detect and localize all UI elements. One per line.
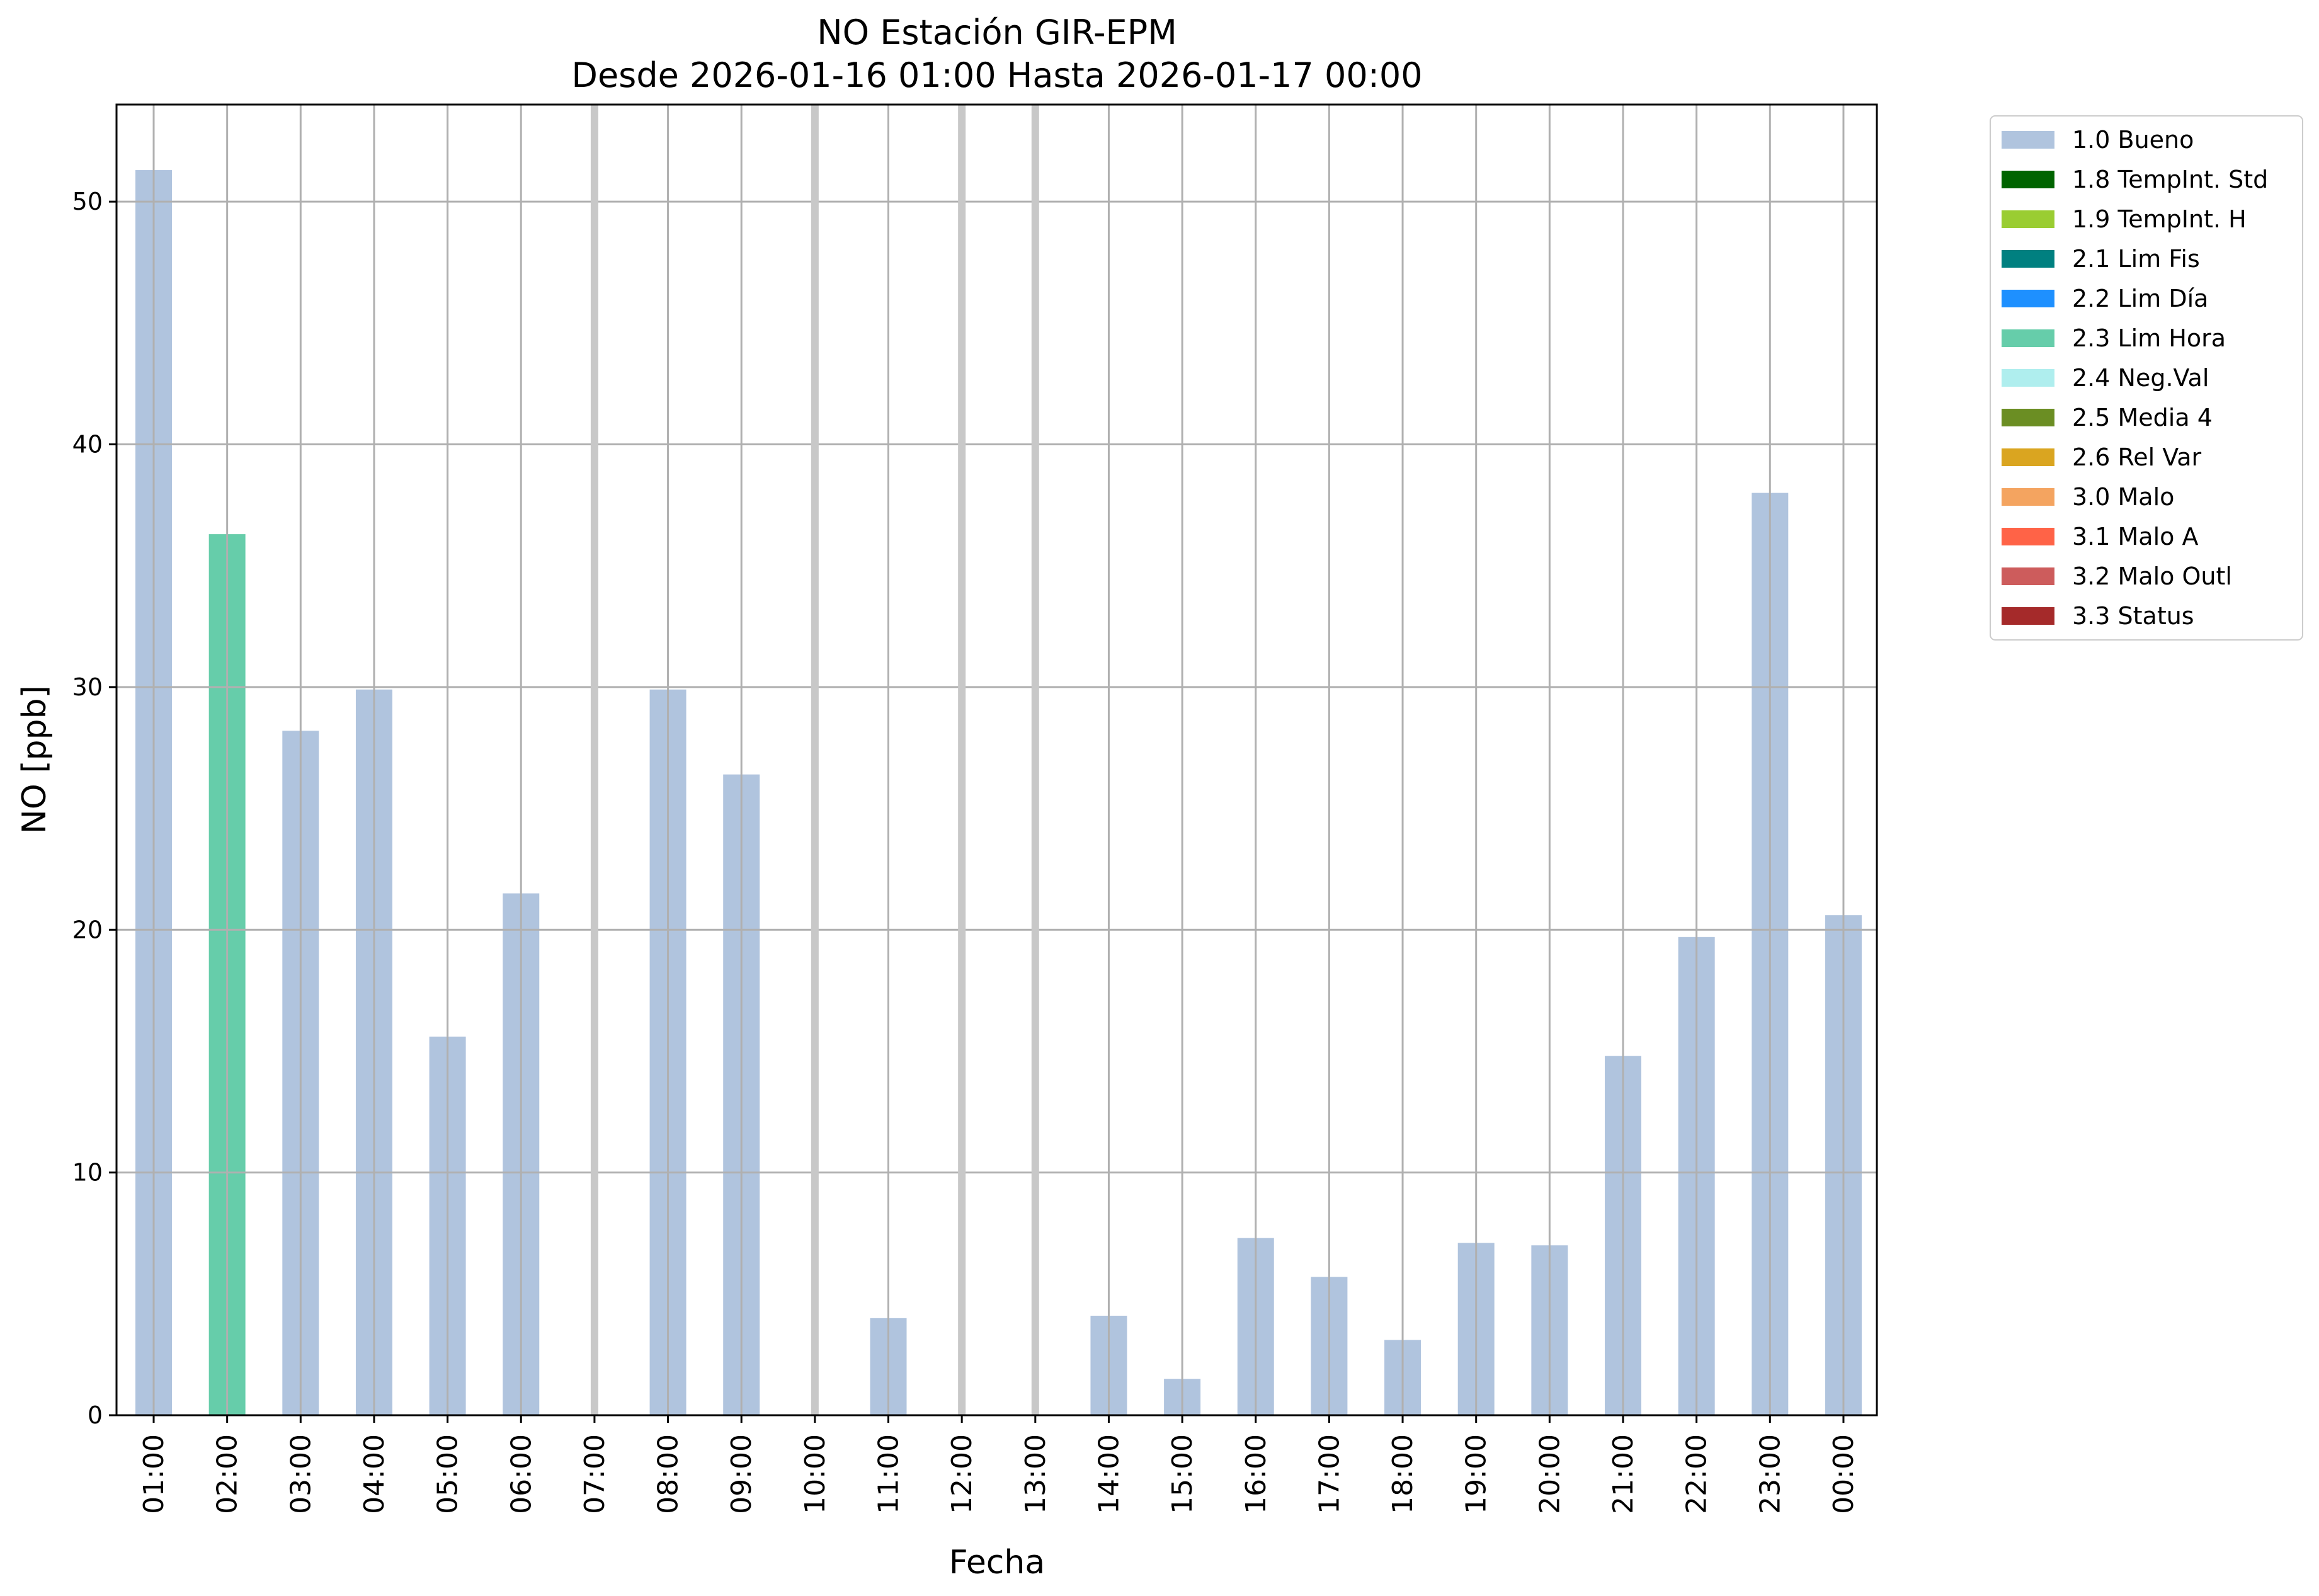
y-tick-label: 50: [72, 188, 103, 215]
legend-label: 2.5 Media 4: [2072, 404, 2213, 431]
legend-box: [1990, 115, 2303, 641]
x-tick-label: 03:00: [285, 1434, 317, 1514]
x-tick-label: 21:00: [1607, 1434, 1639, 1514]
x-tick-label: 13:00: [1020, 1434, 1052, 1514]
legend-swatch: [2002, 210, 2054, 228]
chart-title-line-2: Desde 2026-01-16 01:00 Hasta 2026-01-17 …: [571, 55, 1422, 95]
legend-swatch: [2002, 488, 2054, 506]
legend-swatch: [2002, 448, 2054, 466]
y-tick-label: 10: [72, 1159, 103, 1187]
missing-data-markers: [590, 105, 1039, 1415]
x-tick-label: 04:00: [358, 1434, 390, 1514]
legend: 1.0 Bueno 1.8 TempInt. Std 1.9 TempInt. H 2…: [1990, 115, 2303, 641]
x-tick-label: 22:00: [1681, 1434, 1713, 1514]
legend-label: 3.3 Status: [2072, 602, 2194, 630]
y-axis-ticks: 0 10 20 30 40 50: [72, 188, 117, 1429]
legend-label: 2.2 Lim Día: [2072, 285, 2208, 312]
legend-label: 3.2 Malo Outl: [2072, 562, 2232, 590]
x-tick-label: 15:00: [1166, 1434, 1199, 1514]
x-tick-label: 01:00: [138, 1434, 170, 1514]
legend-label: 2.1 Lim Fis: [2072, 245, 2200, 273]
x-tick-label: 06:00: [505, 1434, 537, 1514]
legend-label: 3.0 Malo: [2072, 483, 2174, 511]
legend-swatch: [2002, 250, 2054, 268]
x-tick-label: 14:00: [1093, 1434, 1125, 1514]
y-tick-label: 30: [72, 673, 103, 701]
x-tick-label: 20:00: [1534, 1434, 1566, 1514]
legend-label: 3.1 Malo A: [2072, 523, 2198, 550]
missing-data-marker: [1031, 105, 1039, 1415]
missing-data-marker: [811, 105, 819, 1415]
y-tick-label: 40: [72, 431, 103, 459]
bars: [135, 170, 1862, 1416]
legend-swatch: [2002, 290, 2054, 307]
legend-swatch: [2002, 369, 2054, 387]
legend-swatch: [2002, 171, 2054, 188]
x-tick-label: 11:00: [873, 1434, 905, 1514]
x-tick-label: 16:00: [1240, 1434, 1272, 1514]
x-tick-label: 07:00: [579, 1434, 611, 1514]
legend-label: 1.8 TempInt. Std: [2072, 166, 2268, 193]
x-tick-label: 00:00: [1828, 1434, 1860, 1514]
y-axis-label: NO [ppb]: [16, 685, 54, 834]
plot-area-frame: [115, 103, 1878, 1416]
legend-label: 2.6 Rel Var: [2072, 443, 2202, 471]
x-tick-label: 19:00: [1461, 1434, 1493, 1514]
y-tick-label: 0: [88, 1401, 103, 1429]
legend-label: 2.3 Lim Hora: [2072, 324, 2226, 352]
legend-swatch: [2002, 329, 2054, 347]
x-tick-label: 02:00: [212, 1434, 244, 1514]
x-tick-label: 17:00: [1313, 1434, 1345, 1514]
x-axis-label: Fecha: [949, 1544, 1045, 1582]
x-axis-ticks: 01:00 02:00 03:00 04:00 05:00 06:00 07:00 08:00…: [138, 1415, 1860, 1514]
x-tick-label: 12:00: [946, 1434, 978, 1514]
legend-swatch: [2002, 409, 2054, 426]
x-tick-label: 18:00: [1387, 1434, 1419, 1514]
x-tick-label: 10:00: [799, 1434, 831, 1514]
missing-data-marker: [958, 105, 966, 1415]
legend-swatch: [2002, 131, 2054, 149]
legend-label: 1.0 Bueno: [2072, 126, 2194, 154]
chart-title-line-1: NO Estación GIR-EPM: [817, 13, 1177, 52]
x-tick-label: 23:00: [1754, 1434, 1786, 1514]
legend-label: 2.4 Neg.Val: [2072, 364, 2209, 392]
x-tick-label: 05:00: [432, 1434, 464, 1514]
legend-swatch: [2002, 607, 2054, 625]
x-tick-label: 08:00: [652, 1434, 685, 1514]
y-tick-label: 20: [72, 916, 103, 943]
missing-data-marker: [590, 105, 598, 1415]
x-tick-label: 09:00: [726, 1434, 758, 1514]
legend-swatch: [2002, 528, 2054, 545]
legend-swatch: [2002, 567, 2054, 585]
legend-label: 1.9 TempInt. H: [2072, 205, 2247, 233]
